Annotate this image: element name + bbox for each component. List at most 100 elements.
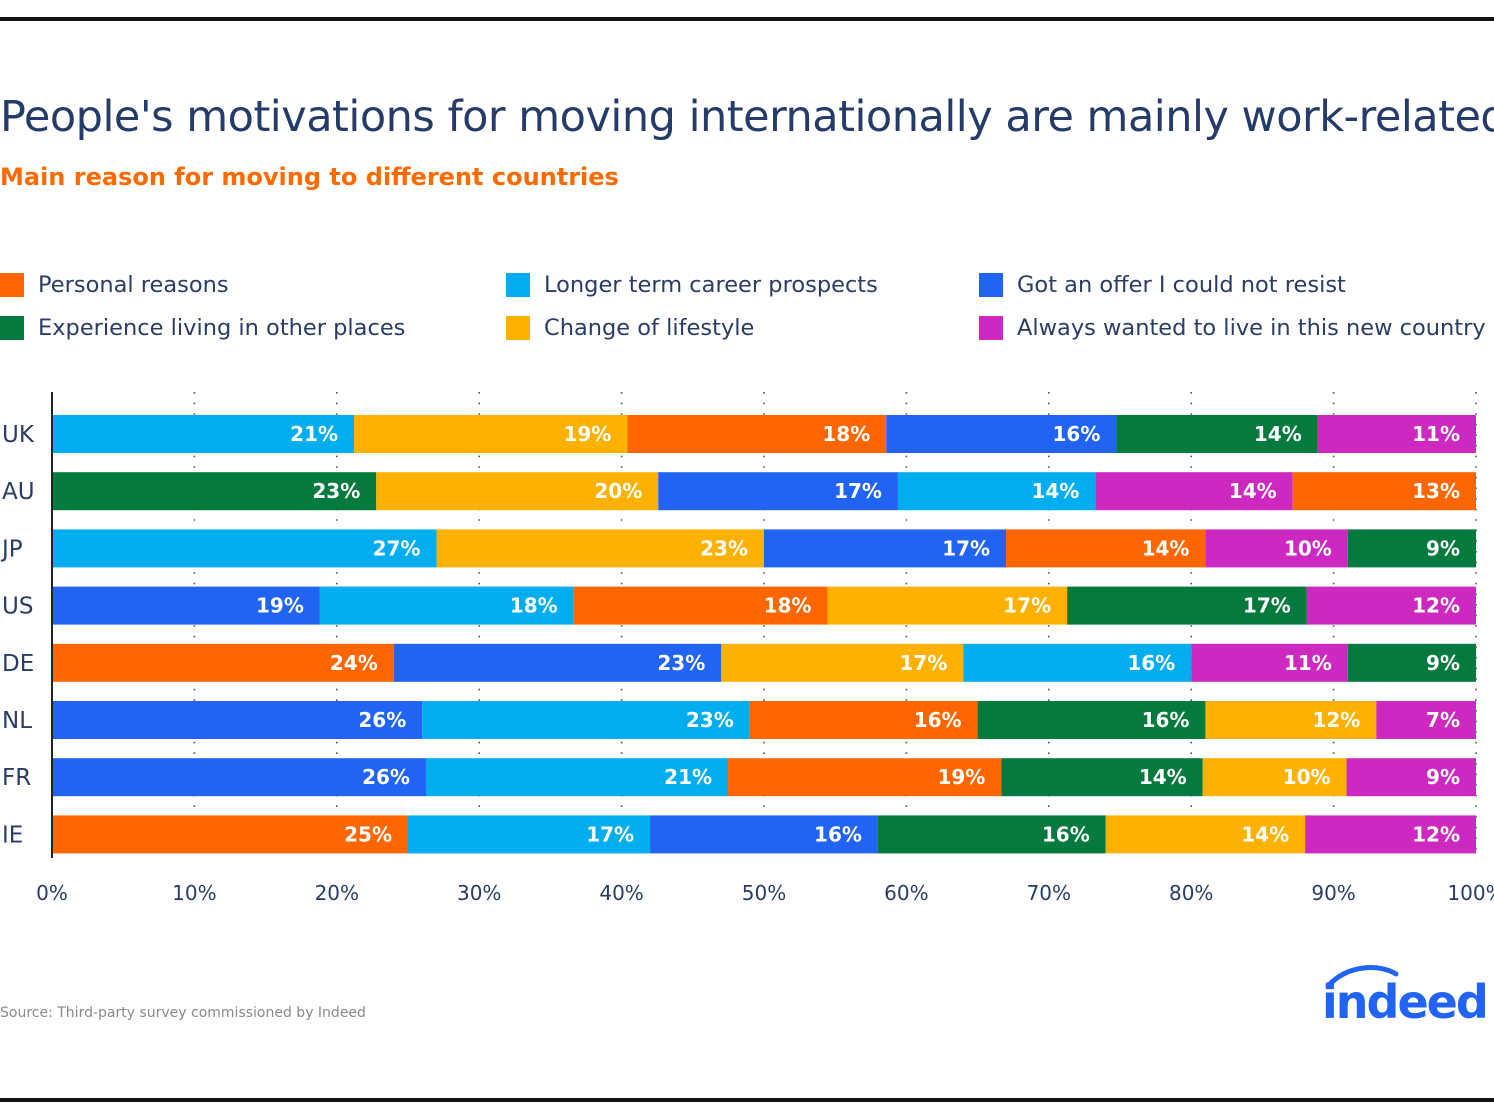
legend-item-career-prospects: Longer term career prospects [506,272,878,298]
bar-segment [1095,472,1293,511]
bar-segment [1317,415,1476,453]
data-label: 16% [1042,822,1090,846]
bar-segment [764,529,1007,568]
bar-segment [977,701,1206,739]
bar-segment [425,758,729,797]
bar-segment [1105,815,1306,854]
legend-label: Experience living in other places [38,315,406,341]
data-label: 16% [1142,708,1190,732]
data-label: 14% [1139,765,1187,789]
bar-segment [52,815,408,854]
x-tick-label: 0% [36,881,68,905]
data-label: 26% [362,765,410,789]
bar-segment [354,415,628,453]
bar-segment [1306,586,1476,625]
data-label: 11% [1284,651,1332,675]
bar-segment [627,415,887,453]
bar-segment [1292,472,1476,511]
data-label: 14% [1142,536,1190,560]
data-label: 23% [700,536,748,560]
x-tick-label: 80% [1169,881,1213,905]
bar-segment [1116,415,1318,453]
bar-segment [573,586,828,625]
bar-segment [1347,643,1476,682]
data-label: 13% [1412,479,1460,503]
x-tick-label: 30% [457,881,501,905]
data-label: 18% [764,594,812,618]
bar-segment [877,815,1106,854]
data-label: 17% [1003,594,1051,618]
category-label: FR [2,765,31,791]
bar-segment [886,415,1117,453]
data-label: 17% [899,651,947,675]
data-label: 19% [937,765,985,789]
top-rule [0,17,1494,21]
data-label: 14% [1031,479,1079,503]
data-label: 10% [1283,765,1331,789]
bar-segment [1001,758,1203,797]
legend-label: Got an offer I could not resist [1017,272,1346,298]
bar-segment [1202,758,1347,797]
bar-segment [650,815,878,854]
legend-swatch [979,316,1003,340]
data-label: 17% [1243,594,1291,618]
legend-item-experience: Experience living in other places [0,315,405,341]
bar-segment [1205,701,1377,739]
data-label: 9% [1426,765,1460,789]
bar-segment [52,758,426,797]
legend-label: Change of lifestyle [544,315,755,341]
data-label: 18% [510,594,558,618]
stacked-bar-chart: 0% 10% 20% 30% 40% 50% 60% 70% 80% 90% 100% UK 21% 19… [0,392,1494,905]
legend-swatch [506,316,530,340]
bar-segment [721,643,964,682]
data-label: 16% [814,822,862,846]
data-label: 21% [290,422,338,446]
bar-segment [749,701,978,739]
bar-segment [436,529,764,568]
bar-segment [897,472,1096,511]
bar-segment [52,643,394,682]
x-tick-label: 10% [172,881,216,905]
legend: Personal reasons Longer term career pros… [0,262,1494,352]
legend-item-always-wanted: Always wanted to live in this new countr… [979,315,1486,341]
x-tick-label: 40% [599,881,643,905]
logo-arc [1325,965,1399,989]
data-label: 12% [1412,594,1460,618]
legend-label: Always wanted to live in this new countr… [1017,315,1486,341]
data-label: 17% [942,536,990,560]
bottom-rule [0,1098,1494,1102]
category-label: US [2,594,33,620]
bar-segment [1006,529,1206,568]
bar-segment [1346,758,1476,797]
data-label: 9% [1426,536,1460,560]
bar-segment [52,701,423,739]
bar-segment [1305,815,1476,854]
x-tick-label: 90% [1311,881,1355,905]
bar-segment [1347,529,1476,568]
data-label: 10% [1284,536,1332,560]
data-label: 21% [664,765,712,789]
bar-segment [422,701,750,739]
data-label: 14% [1254,422,1302,446]
data-label: 19% [256,594,304,618]
category-label: NL [2,708,32,734]
data-label: 14% [1229,479,1277,503]
bar-segment [827,586,1068,625]
legend-swatch [0,316,24,340]
category-label: AU [2,479,35,505]
bar-segment [1067,586,1307,625]
data-label: 23% [312,479,360,503]
bar-segment [658,472,898,511]
data-label: 16% [1053,422,1101,446]
data-label: 7% [1426,708,1460,732]
x-tick-label: 60% [884,881,928,905]
indeed-logo: indeed [1322,965,1489,1029]
chart-subtitle: Main reason for moving to different coun… [0,163,619,191]
bar-segment [1205,529,1348,568]
bar-segment [1376,701,1476,739]
data-label: 11% [1412,422,1460,446]
data-label: 26% [358,708,406,732]
data-label: 24% [330,651,378,675]
data-label: 25% [344,822,392,846]
category-label: IE [2,822,23,848]
